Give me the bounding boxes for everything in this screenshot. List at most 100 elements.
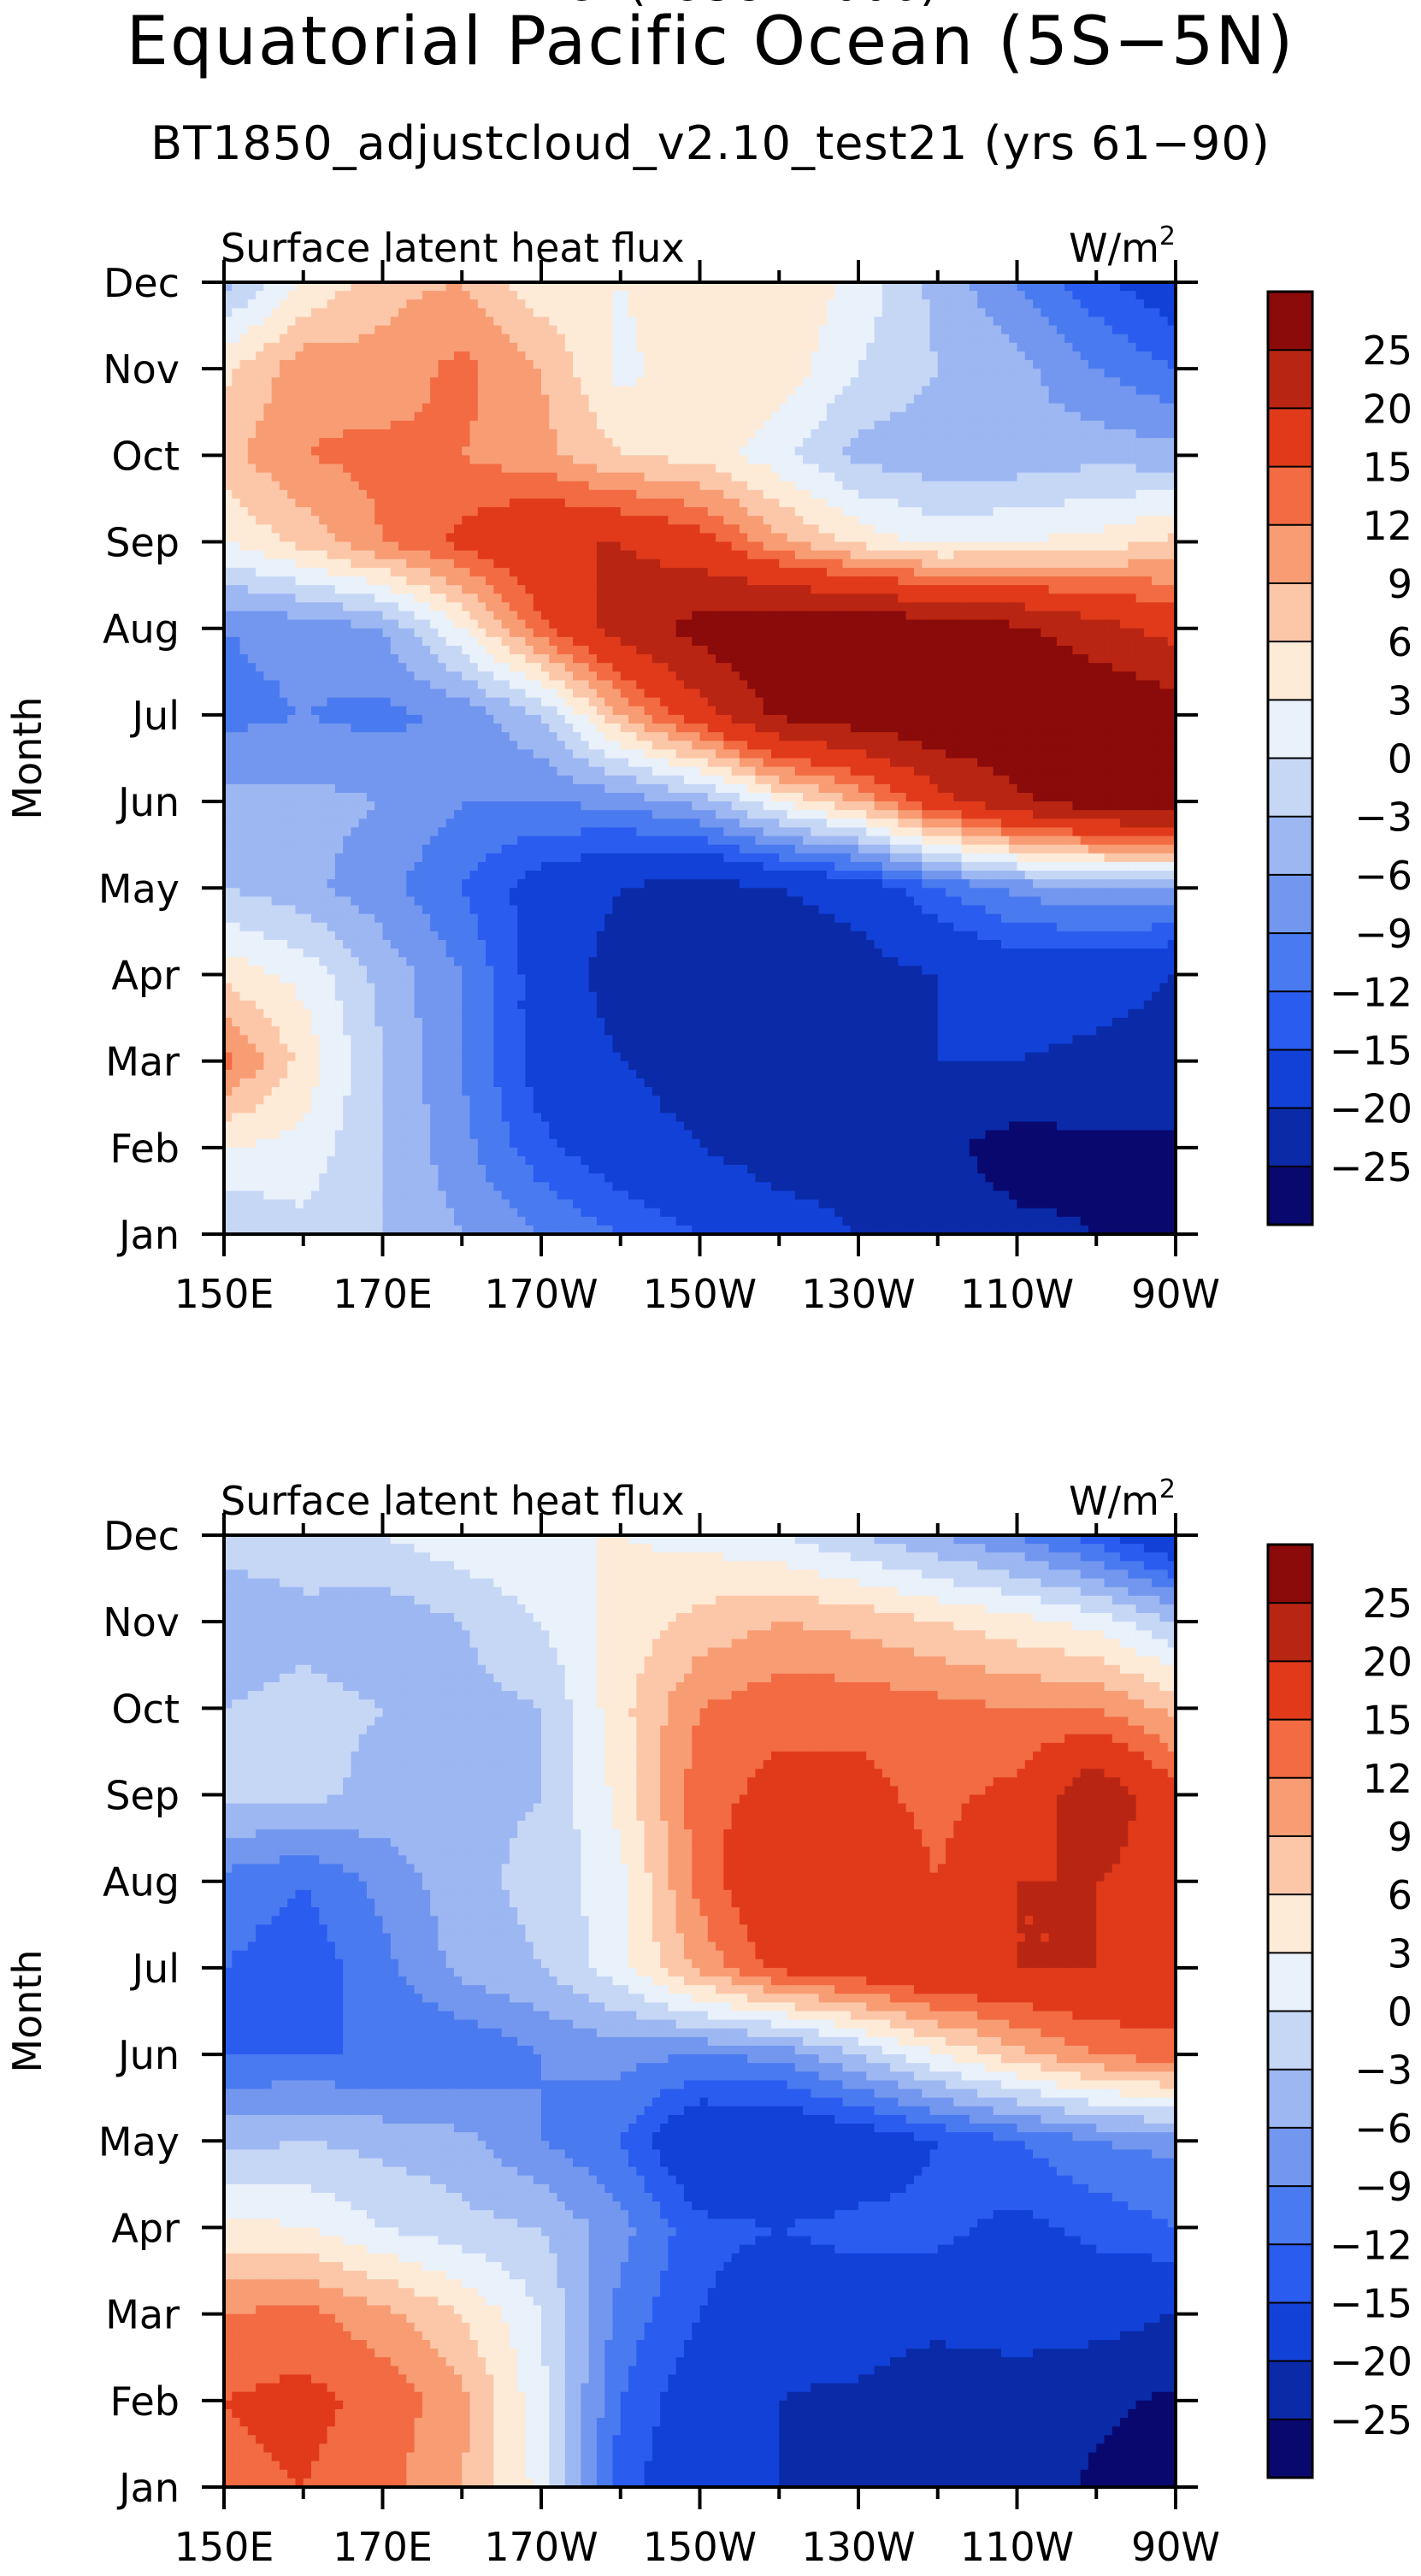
heatmap-cell <box>358 611 368 621</box>
heatmap-cell <box>803 472 811 482</box>
heatmap-cell <box>652 594 661 603</box>
heatmap-cell <box>509 291 518 300</box>
heatmap-cell <box>858 377 867 387</box>
heatmap-cell <box>343 316 352 327</box>
heatmap-cell <box>1056 481 1065 491</box>
heatmap-cell <box>295 334 304 344</box>
heatmap-cell <box>1033 558 1041 569</box>
heatmap-cell <box>716 533 724 543</box>
heatmap-cell <box>716 316 724 327</box>
heatmap-cell <box>1120 550 1129 560</box>
heatmap-cell <box>351 377 360 387</box>
heatmap-cell <box>1135 541 1145 552</box>
heatmap-cell <box>462 636 471 647</box>
heatmap-cell <box>366 611 375 621</box>
heatmap-cell <box>1056 282 1065 292</box>
heatmap-cell <box>1024 411 1034 422</box>
heatmap-cell <box>303 351 312 361</box>
heatmap-cell <box>858 299 867 309</box>
heatmap-cell <box>692 411 701 422</box>
heatmap-cell <box>477 567 486 577</box>
heatmap-cell <box>890 619 899 629</box>
heatmap-cell <box>1080 533 1089 543</box>
heatmap-cell <box>818 316 828 327</box>
heatmap-cell <box>779 558 788 569</box>
heatmap-cell <box>295 636 304 647</box>
heatmap-cell <box>509 369 518 378</box>
heatmap-cell <box>334 567 344 577</box>
heatmap-cell <box>826 325 835 335</box>
heatmap-cell <box>881 507 891 517</box>
heatmap-cell <box>707 334 716 344</box>
heatmap-cell <box>763 558 772 569</box>
heatmap-cell <box>1017 524 1026 535</box>
heatmap-cell <box>755 576 764 586</box>
heatmap-cell <box>1017 369 1026 378</box>
heatmap-cell <box>763 394 772 405</box>
heatmap-cell <box>588 403 598 413</box>
heatmap-cell <box>493 516 503 525</box>
heatmap-cell <box>913 316 923 327</box>
heatmap-cell <box>1128 489 1137 499</box>
heatmap-cell <box>1000 558 1010 569</box>
heatmap-cell <box>787 594 796 603</box>
heatmap-cell <box>1033 489 1041 499</box>
heatmap-cell <box>596 369 605 378</box>
heatmap-cell <box>683 541 693 552</box>
heatmap-cell <box>406 636 416 647</box>
heatmap-cell <box>390 558 399 569</box>
heatmap-cell <box>588 533 598 543</box>
heatmap-cell <box>834 481 844 491</box>
heatmap-cell <box>937 429 946 439</box>
heatmap-cell <box>850 507 859 517</box>
heatmap-cell <box>787 585 796 594</box>
heatmap-cell <box>961 498 970 508</box>
heatmap-cell <box>1072 299 1082 309</box>
heatmap-cell <box>763 420 772 430</box>
heatmap-cell <box>692 342 701 352</box>
heatmap-cell <box>834 446 844 456</box>
heatmap-cell <box>406 429 416 439</box>
heatmap-cell <box>929 351 939 361</box>
heatmap-cell <box>1128 308 1137 318</box>
heatmap-cell <box>319 308 328 318</box>
heatmap-cell <box>668 334 677 344</box>
heatmap-cell <box>898 342 907 352</box>
heatmap-cell <box>564 394 574 405</box>
heatmap-cell <box>573 628 581 638</box>
heatmap-cell <box>1111 464 1121 474</box>
heatmap-cell <box>256 594 264 603</box>
heatmap-cell <box>636 342 646 352</box>
heatmap-cell <box>1033 594 1041 603</box>
heatmap-cell <box>905 438 915 447</box>
heatmap-cell <box>1033 507 1041 517</box>
heatmap-cell <box>596 351 605 361</box>
heatmap-cell <box>224 550 233 560</box>
heatmap-cell <box>1096 576 1106 586</box>
heatmap-cell <box>636 550 646 560</box>
heatmap-cell <box>683 282 693 292</box>
heatmap-cell <box>612 585 622 594</box>
heatmap-cell <box>770 576 780 586</box>
heatmap-cell <box>977 524 987 535</box>
heatmap-cell <box>509 299 518 309</box>
heatmap-cell <box>327 533 336 543</box>
heatmap-cell <box>946 585 954 594</box>
heatmap-cell <box>588 507 598 517</box>
heatmap-cell <box>913 576 923 586</box>
heatmap-cell <box>1088 489 1097 499</box>
heatmap-cell <box>898 611 907 621</box>
heatmap-cell <box>430 386 439 396</box>
heatmap-cell <box>866 464 876 474</box>
heatmap-cell <box>1111 360 1121 369</box>
heatmap-cell <box>1072 360 1082 369</box>
heatmap-cell <box>327 351 336 361</box>
heatmap-cell <box>1080 351 1089 361</box>
heatmap-cell <box>374 282 384 292</box>
heatmap-cell <box>445 464 455 474</box>
heatmap-cell <box>398 369 407 378</box>
heatmap-cell <box>826 420 835 430</box>
heatmap-cell <box>985 420 994 430</box>
heatmap-cell <box>660 507 669 517</box>
